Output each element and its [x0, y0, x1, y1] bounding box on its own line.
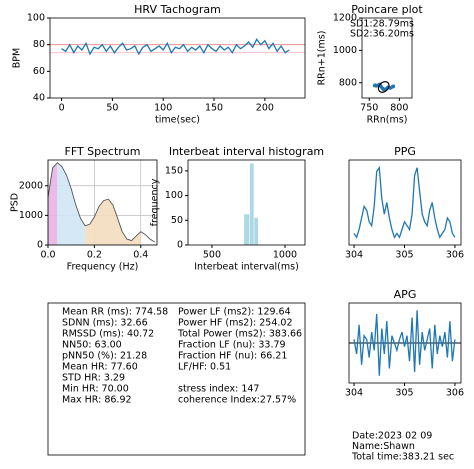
y-tick-label: 1200	[333, 13, 357, 24]
x-tick-label: 305	[395, 388, 413, 399]
panel-title: HRV Tachogram	[134, 3, 221, 16]
stat-line: Mean RR (ms): 774.58	[62, 307, 168, 318]
x-tick-label: 100	[154, 103, 172, 114]
stat-line: Max HR: 86.92	[62, 395, 132, 406]
stat-line: SDNN (ms): 32.66	[62, 318, 148, 329]
y-tick-label: 800	[339, 77, 357, 88]
bar	[249, 163, 254, 245]
x-tick-label: 800	[390, 103, 408, 114]
x-tick-label: 200	[256, 103, 274, 114]
stat-line: Total Power (ms2): 383.66	[177, 329, 302, 340]
x-tick-label: 306	[446, 250, 464, 261]
y-tick-label: 1000	[19, 210, 43, 221]
axes-frame	[348, 159, 462, 246]
band-area	[48, 162, 58, 245]
bar	[244, 214, 250, 245]
stat-line: stress index: 147	[178, 384, 259, 395]
y-tick-label: 2000	[19, 180, 43, 191]
y-tick-label: 150	[165, 165, 183, 176]
panel-title: Interbeat interval histogram	[169, 145, 324, 158]
y-axis-label: BPM	[12, 48, 23, 68]
panel-title: Poincare plot	[351, 3, 423, 16]
point	[381, 87, 386, 92]
x-tick-label: 305	[395, 250, 413, 261]
spectrum-line	[47, 162, 155, 243]
stat-line: NN50: 63.00	[62, 340, 122, 351]
x-tick-label: 306	[446, 388, 464, 399]
y-tick-label: 100	[27, 13, 45, 24]
axes-frame	[361, 17, 413, 99]
bar	[254, 217, 259, 245]
axes-frame	[187, 159, 306, 246]
x-tick-label: 304	[345, 250, 363, 261]
info-line: Date:2023 02 09	[352, 431, 432, 442]
y-tick-label: 0	[177, 240, 183, 251]
stat-line: Min HR: 70.00	[62, 384, 129, 395]
axes-frame	[47, 159, 158, 246]
x-tick-label: 750	[360, 103, 378, 114]
info-line: Name:Shawn	[352, 441, 415, 452]
y-tick-label: 50	[171, 215, 183, 226]
stat-line: Mean HR: 77.60	[62, 362, 138, 373]
point	[372, 83, 377, 88]
stat-line: LF/HF: 0.51	[178, 362, 231, 373]
band-area	[57, 162, 86, 245]
x-axis-label: RRn(ms)	[367, 115, 408, 126]
x-axis-label: Interbeat interval(ms)	[194, 262, 299, 273]
x-axis-label: Frequency (Hz)	[67, 262, 139, 273]
stat-line: RMSSD (ms): 40.72	[62, 329, 154, 340]
annotation: SD1:28.79ms	[350, 19, 414, 30]
y-tick-label: 80	[33, 39, 45, 50]
x-tick-label: 1000	[273, 250, 297, 261]
signal-line	[353, 165, 456, 239]
signal-line	[353, 310, 456, 376]
stat-line: pNN50 (%): 21.28	[62, 351, 147, 362]
stat-line: Fraction HF (nu): 66.21	[178, 351, 287, 362]
x-tick-label: 150	[205, 103, 223, 114]
y-tick-label: 100	[165, 190, 183, 201]
x-tick-label: 0.0	[40, 250, 55, 261]
band-area	[85, 199, 141, 245]
stat-line: Fraction LF (nu): 33.79	[178, 340, 286, 351]
point	[390, 85, 394, 89]
y-axis-label: RRn+1(ms)	[317, 31, 328, 86]
y-tick-label: 1000	[333, 45, 357, 56]
signal-line	[61, 38, 290, 56]
axes-frame	[49, 17, 306, 99]
info-line: Total time:383.21 sec	[351, 452, 454, 463]
annotation: SD2:36.20ms	[350, 29, 414, 40]
x-tick-label: 50	[106, 103, 118, 114]
y-tick-label: 0	[37, 240, 43, 251]
x-tick-label: 500	[203, 250, 221, 261]
y-tick-label: 60	[33, 66, 45, 77]
stats-box	[47, 302, 306, 456]
y-axis-label: frequency	[150, 178, 161, 226]
panel-title: PPG	[394, 145, 416, 158]
y-axis-label: PSD	[10, 193, 21, 212]
panel-title: APG	[394, 288, 417, 301]
x-axis-label: time(sec)	[155, 115, 200, 126]
x-tick-label: 0.2	[87, 250, 102, 261]
x-tick-label: 0	[59, 103, 65, 114]
stat-line: Power LF (ms2): 129.64	[178, 307, 291, 318]
sd-ellipse	[377, 81, 390, 93]
axes-frame	[348, 302, 462, 384]
stat-line: coherence Index:27.57%	[178, 395, 296, 406]
panel-title: FFT Spectrum	[65, 145, 141, 158]
stat-line: STD HR: 3.29	[62, 373, 125, 384]
x-tick-label: 304	[345, 388, 363, 399]
x-tick-label: 0.4	[133, 250, 148, 261]
y-tick-label: 40	[33, 93, 45, 104]
stat-line: Power HF (ms2): 254.02	[178, 318, 293, 329]
